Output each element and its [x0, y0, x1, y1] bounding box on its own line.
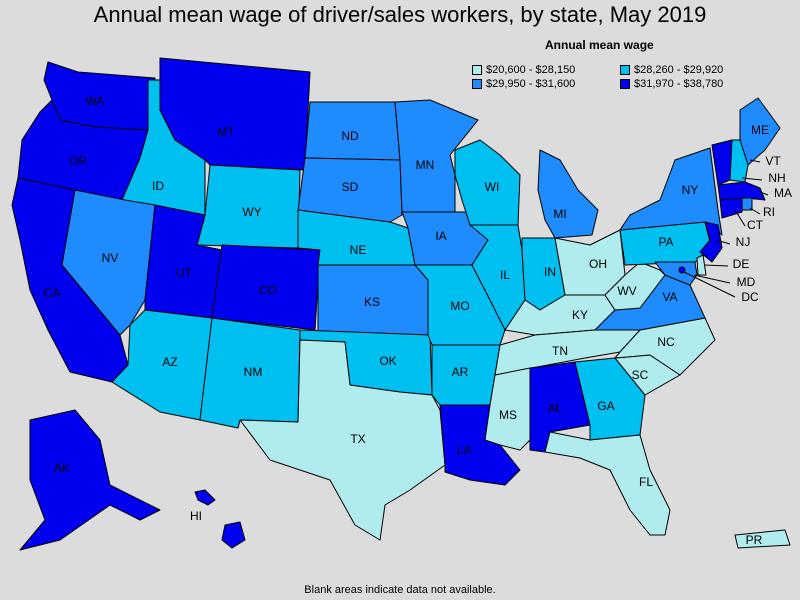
- state-label-co: CO: [259, 283, 277, 297]
- state-label-ar: AR: [452, 365, 469, 379]
- state-label-ak: AK: [54, 461, 70, 475]
- state-nj[interactable]: [699, 221, 723, 263]
- state-label-wv: WV: [617, 284, 636, 298]
- state-label-hi: HI: [190, 509, 202, 523]
- state-pr[interactable]: [734, 529, 791, 549]
- state-nh[interactable]: [729, 139, 749, 183]
- state-label-mn: MN: [416, 158, 435, 172]
- state-label-ks: KS: [364, 295, 380, 309]
- state-mi[interactable]: [537, 149, 599, 239]
- legend-item-bin-4: $31,970 - $38,780: [620, 77, 723, 91]
- state-label-ma: MA: [774, 186, 792, 200]
- state-co[interactable]: [211, 244, 321, 331]
- state-label-va: VA: [662, 290, 677, 304]
- state-label-tx: TX: [350, 432, 365, 446]
- state-label-wa: WA: [86, 94, 105, 108]
- state-label-la: LA: [457, 443, 472, 457]
- legend-label-bin-3: $29,950 - $31,600: [486, 78, 576, 90]
- state-tx[interactable]: [239, 339, 446, 541]
- state-ma[interactable]: [717, 181, 766, 201]
- legend-swatch-bin-3: [472, 79, 482, 89]
- legend-swatch-bin-4: [620, 79, 630, 89]
- state-md[interactable]: [654, 261, 698, 286]
- state-label-nc: NC: [657, 335, 675, 349]
- state-dc[interactable]: [678, 266, 686, 274]
- state-label-ms: MS: [499, 408, 517, 422]
- state-label-mt: MT: [217, 125, 235, 139]
- state-label-ga: GA: [597, 399, 614, 413]
- state-ak[interactable]: [19, 409, 161, 551]
- legend-item-bin-1: $20,600 - $28,150: [472, 63, 575, 77]
- leader-lines: [683, 159, 769, 298]
- state-label-wy: WY: [242, 205, 261, 219]
- state-label-ut: UT: [176, 266, 193, 280]
- state-label-nm: NM: [244, 365, 263, 379]
- state-ny[interactable]: [619, 147, 723, 236]
- state-sd[interactable]: [297, 157, 403, 223]
- state-label-mi: MI: [553, 207, 566, 221]
- state-de[interactable]: [696, 254, 707, 276]
- state-label-wi: WI: [485, 180, 500, 194]
- state-label-pr: PR: [746, 533, 763, 547]
- state-label-ny: NY: [682, 183, 699, 197]
- legend-title: Annual mean wage: [545, 38, 654, 52]
- state-label-de: DE: [733, 257, 750, 271]
- state-label-il: IL: [500, 268, 510, 282]
- state-label-ok: OK: [379, 354, 396, 368]
- legend-label-bin-2: $28,260 - $29,920: [634, 64, 724, 76]
- state-hi[interactable]: [194, 489, 216, 506]
- state-label-me: ME: [751, 123, 769, 137]
- legend-swatch-bin-1: [472, 65, 482, 75]
- footnote: Blank areas indicate data not available.: [304, 584, 496, 596]
- state-label-nv: NV: [102, 251, 119, 265]
- legend-label-bin-4: $31,970 - $38,780: [634, 78, 724, 90]
- legend-item-bin-2: $28,260 - $29,920: [620, 63, 723, 77]
- state-label-tn: TN: [552, 344, 568, 358]
- state-label-az: AZ: [162, 355, 177, 369]
- state-fl[interactable]: [544, 431, 671, 536]
- state-label-al: AL: [548, 401, 563, 415]
- state-label-oh: OH: [589, 257, 607, 271]
- state-label-ky: KY: [572, 308, 588, 322]
- state-label-vt: VT: [765, 154, 781, 168]
- state-label-pa: PA: [658, 235, 673, 249]
- state-label-nh: NH: [768, 171, 785, 185]
- state-label-sd: SD: [342, 180, 359, 194]
- state-label-ia: IA: [435, 229, 446, 243]
- state-nv[interactable]: [61, 189, 156, 336]
- state-label-nj: NJ: [736, 235, 751, 249]
- state-label-fl: FL: [639, 475, 653, 489]
- state-vt[interactable]: [711, 139, 733, 186]
- legend-label-bin-1: $20,600 - $28,150: [486, 64, 576, 76]
- legend-swatch-bin-2: [620, 65, 630, 75]
- state-label-ri: RI: [763, 205, 775, 219]
- state-hi-island[interactable]: [221, 521, 246, 549]
- state-label-dc: DC: [741, 290, 759, 304]
- state-label-or: OR: [69, 154, 87, 168]
- state-label-in: IN: [544, 265, 556, 279]
- state-label-md: MD: [737, 275, 756, 289]
- state-label-sc: SC: [632, 368, 649, 382]
- state-label-mo: MO: [450, 299, 469, 313]
- state-mt[interactable]: [159, 57, 311, 171]
- legend-item-bin-3: $29,950 - $31,600: [472, 77, 575, 91]
- state-label-nd: ND: [341, 129, 359, 143]
- map-title: Annual mean wage of driver/sales workers…: [93, 2, 707, 27]
- state-label-ca: CA: [44, 286, 61, 300]
- state-label-ct: CT: [747, 218, 764, 232]
- state-label-ne: NE: [350, 243, 367, 257]
- state-label-id: ID: [152, 179, 164, 193]
